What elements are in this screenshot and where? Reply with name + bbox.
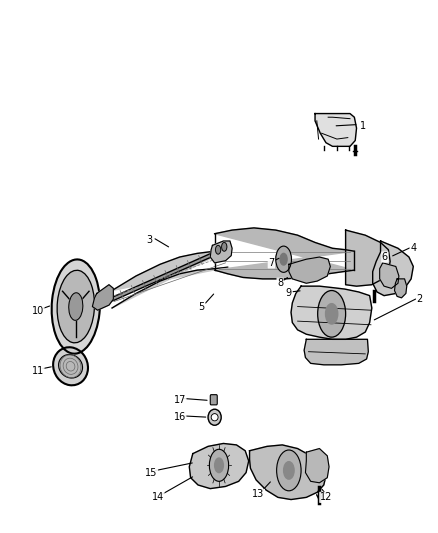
- Ellipse shape: [59, 354, 82, 378]
- Polygon shape: [395, 279, 407, 298]
- Circle shape: [284, 462, 294, 479]
- Text: 10: 10: [32, 306, 44, 316]
- Circle shape: [325, 304, 338, 324]
- Text: 11: 11: [32, 366, 44, 376]
- Ellipse shape: [211, 414, 218, 421]
- Circle shape: [222, 243, 227, 251]
- Polygon shape: [92, 285, 113, 310]
- Circle shape: [277, 450, 301, 491]
- Text: 4: 4: [410, 243, 417, 253]
- Circle shape: [215, 458, 223, 473]
- Circle shape: [209, 449, 229, 481]
- Text: 1: 1: [360, 121, 366, 131]
- Text: 5: 5: [198, 302, 205, 312]
- Polygon shape: [346, 230, 390, 286]
- Text: 9: 9: [286, 288, 292, 298]
- Polygon shape: [304, 340, 368, 365]
- Polygon shape: [289, 257, 330, 283]
- Polygon shape: [215, 228, 354, 279]
- Text: 6: 6: [382, 252, 388, 262]
- Text: 13: 13: [252, 489, 265, 499]
- Text: 12: 12: [320, 492, 332, 502]
- Ellipse shape: [57, 270, 95, 343]
- Polygon shape: [210, 241, 232, 263]
- Circle shape: [280, 253, 287, 265]
- Text: 8: 8: [277, 278, 283, 288]
- Ellipse shape: [69, 293, 83, 320]
- Polygon shape: [291, 286, 372, 340]
- Polygon shape: [250, 445, 326, 499]
- Polygon shape: [112, 250, 228, 308]
- Text: 17: 17: [173, 395, 186, 405]
- Ellipse shape: [53, 347, 88, 385]
- Polygon shape: [380, 263, 399, 288]
- Text: 2: 2: [417, 294, 423, 304]
- Polygon shape: [315, 114, 357, 147]
- Circle shape: [276, 246, 291, 272]
- Ellipse shape: [208, 409, 221, 425]
- Text: 7: 7: [268, 258, 275, 268]
- Circle shape: [215, 245, 221, 254]
- Text: 16: 16: [173, 412, 186, 422]
- Text: 3: 3: [146, 235, 152, 245]
- Polygon shape: [189, 443, 249, 489]
- Circle shape: [318, 290, 346, 337]
- Ellipse shape: [52, 260, 100, 354]
- Polygon shape: [305, 449, 329, 483]
- Text: 15: 15: [145, 467, 158, 478]
- Text: 14: 14: [152, 492, 164, 502]
- Polygon shape: [373, 241, 413, 296]
- FancyBboxPatch shape: [210, 394, 217, 405]
